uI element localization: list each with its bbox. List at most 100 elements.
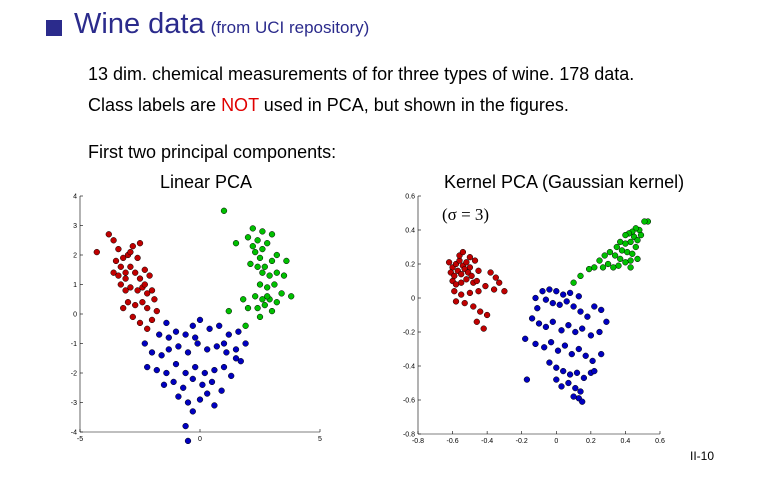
data-point-class-3: [598, 306, 605, 314]
data-point-class-1: [134, 254, 141, 262]
title-text: Wine data: [74, 8, 205, 40]
data-point-class-1: [122, 269, 129, 276]
data-point-class-2: [242, 322, 249, 329]
data-point-class-3: [522, 335, 529, 342]
data-point-class-3: [579, 398, 586, 405]
x-tick-label: -0.8: [412, 438, 424, 445]
data-point-class-2: [266, 272, 273, 279]
data-point-class-3: [141, 340, 148, 347]
sigma-annotation: (σ = 3): [442, 205, 490, 224]
data-point-class-2: [288, 293, 295, 300]
data-point-class-2: [622, 240, 629, 247]
data-point-class-1: [136, 275, 144, 282]
data-point-class-1: [141, 266, 148, 273]
data-point-class-3: [577, 308, 584, 315]
data-point-class-2: [244, 234, 252, 241]
data-point-class-3: [598, 350, 605, 358]
data-point-class-3: [194, 340, 201, 347]
data-point-class-3: [192, 334, 199, 341]
data-point-class-3: [570, 393, 577, 400]
data-point-class-1: [473, 277, 480, 285]
data-point-class-2: [591, 264, 598, 271]
data-point-class-3: [558, 383, 565, 390]
data-point-class-3: [170, 378, 177, 386]
linear-pca-title: Linear PCA: [160, 172, 253, 192]
data-point-class-2: [256, 254, 264, 262]
x-tick-label: -0.6: [447, 438, 459, 445]
data-point-class-2: [259, 296, 266, 303]
y-tick-label: 0.6: [405, 194, 415, 201]
data-point-class-1: [117, 281, 124, 288]
data-point-class-1: [129, 243, 136, 250]
data-point-class-3: [547, 339, 555, 346]
data-point-class-2: [268, 307, 276, 315]
data-point-class-1: [122, 275, 129, 282]
data-point-class-3: [199, 381, 206, 388]
y-tick-label: 1: [73, 282, 77, 289]
data-point-class-1: [452, 281, 460, 288]
data-point-class-3: [232, 346, 240, 353]
data-point-class-3: [196, 316, 204, 324]
data-point-class-3: [182, 422, 189, 430]
data-point-class-3: [582, 352, 589, 359]
data-point-class-1: [483, 311, 491, 319]
data-point-class-2: [249, 225, 256, 232]
data-point-class-1: [129, 313, 136, 321]
data-point-class-2: [271, 281, 278, 288]
data-point-class-2: [254, 304, 261, 312]
data-point-class-3: [206, 325, 213, 332]
data-point-class-3: [523, 376, 531, 383]
data-point-class-3: [172, 328, 180, 335]
data-point-class-3: [165, 334, 172, 341]
data-point-class-3: [572, 384, 579, 392]
data-point-class-3: [213, 343, 220, 350]
data-point-class-1: [122, 287, 129, 294]
data-point-class-3: [160, 381, 168, 388]
data-point-class-3: [561, 342, 569, 349]
data-point-class-3: [204, 346, 211, 353]
data-point-class-1: [144, 325, 151, 332]
data-point-class-1: [501, 288, 508, 295]
data-point-class-3: [541, 344, 548, 351]
title-bullet: [46, 20, 62, 36]
data-point-class-3: [208, 378, 216, 386]
data-point-class-3: [175, 393, 182, 400]
data-point-class-2: [259, 228, 266, 235]
data-point-class-3: [532, 340, 539, 348]
data-point-class-2: [599, 264, 607, 271]
data-point-class-1: [459, 248, 467, 256]
y-tick-label: -0.6: [403, 398, 415, 405]
data-point-class-3: [584, 313, 591, 320]
y-tick-label: 0: [411, 296, 415, 303]
description-line-1: 13 dim. chemical measurements of for thr…: [88, 64, 635, 84]
data-point-class-3: [542, 296, 550, 303]
data-point-class-1: [115, 245, 122, 253]
data-point-class-1: [112, 257, 120, 265]
data-point-class-3: [232, 355, 240, 362]
data-point-class-1: [463, 276, 470, 283]
y-tick-label: 0: [73, 312, 77, 319]
data-point-class-2: [273, 269, 280, 276]
data-point-class-3: [596, 328, 603, 336]
data-point-class-3: [549, 299, 556, 307]
data-point-class-3: [560, 367, 567, 375]
data-point-class-1: [466, 289, 474, 297]
data-point-class-2: [577, 272, 584, 280]
y-tick-label: -0.8: [403, 432, 415, 439]
data-point-class-1: [470, 303, 477, 310]
data-point-class-2: [632, 243, 639, 251]
data-point-class-2: [264, 284, 271, 291]
x-tick-label: 0.2: [586, 438, 596, 445]
y-tick-label: -0.4: [403, 364, 415, 371]
data-point-class-3: [565, 379, 572, 387]
data-point-class-2: [596, 257, 603, 264]
description-line-3: First two principal components:: [88, 142, 337, 162]
data-point-class-1: [451, 288, 458, 295]
data-point-class-1: [463, 259, 470, 266]
data-point-class-2: [244, 304, 252, 312]
data-point-class-2: [264, 293, 271, 300]
data-point-class-3: [580, 374, 588, 382]
data-point-class-1: [136, 240, 144, 247]
data-point-class-1: [468, 272, 475, 280]
data-point-class-1: [120, 304, 127, 312]
